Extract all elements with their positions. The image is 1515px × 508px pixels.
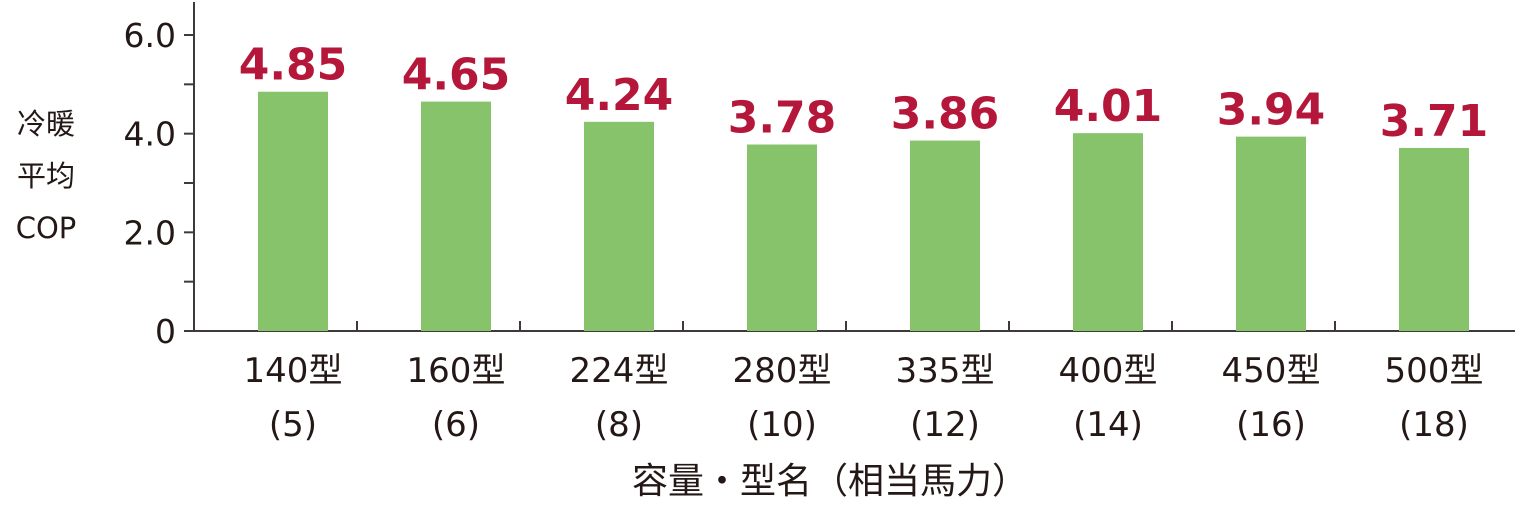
bar — [258, 91, 328, 331]
bar-value-label: 3.86 — [891, 89, 1000, 140]
x-category-label: 500型 — [1385, 351, 1484, 391]
bar-value-label: 3.78 — [728, 93, 837, 144]
x-category-label: 400型 — [1059, 351, 1158, 391]
bar — [421, 101, 491, 331]
bar-value-label: 4.24 — [565, 70, 674, 121]
x-category-sublabel: (18) — [1399, 405, 1469, 445]
bar-value-label: 4.01 — [1054, 81, 1163, 132]
x-category-label: 224型 — [570, 351, 669, 391]
y-axis-title: 冷暖 平均 COP — [4, 98, 88, 254]
bar-value-label: 3.71 — [1380, 96, 1489, 147]
x-category-sublabel: (10) — [747, 405, 817, 445]
x-category-label: 140型 — [244, 351, 343, 391]
x-category-label: 335型 — [896, 351, 995, 391]
x-category-label: 280型 — [733, 351, 832, 391]
y-tick-label: 6.0 — [124, 16, 176, 55]
y-tick-label: 0 — [155, 312, 176, 351]
y-axis-title-line: 冷暖 — [16, 107, 75, 141]
x-category-sublabel: (8) — [595, 405, 643, 445]
bar — [1236, 136, 1306, 331]
bar — [910, 140, 980, 331]
bar-value-label: 4.85 — [239, 40, 348, 91]
bar — [584, 121, 654, 332]
x-category-label: 160型 — [407, 351, 506, 391]
x-category-label: 450型 — [1222, 351, 1321, 391]
x-axis-title: 容量・型名（相当馬力） — [631, 461, 1028, 502]
bar — [1399, 147, 1469, 331]
y-tick-label: 2.0 — [124, 213, 176, 252]
y-axis-title-line: 平均 — [16, 159, 75, 193]
x-category-sublabel: (5) — [269, 405, 317, 445]
bar-value-label: 4.65 — [402, 50, 511, 101]
bar — [1073, 133, 1143, 331]
bar — [747, 144, 817, 331]
x-category-sublabel: (14) — [1073, 405, 1143, 445]
bar-value-label: 3.94 — [1217, 85, 1326, 136]
y-axis-title-line: COP — [15, 211, 77, 245]
x-category-sublabel: (16) — [1236, 405, 1306, 445]
y-tick-label: 4.0 — [124, 115, 176, 154]
x-category-sublabel: (12) — [910, 405, 980, 445]
x-category-sublabel: (6) — [432, 405, 480, 445]
